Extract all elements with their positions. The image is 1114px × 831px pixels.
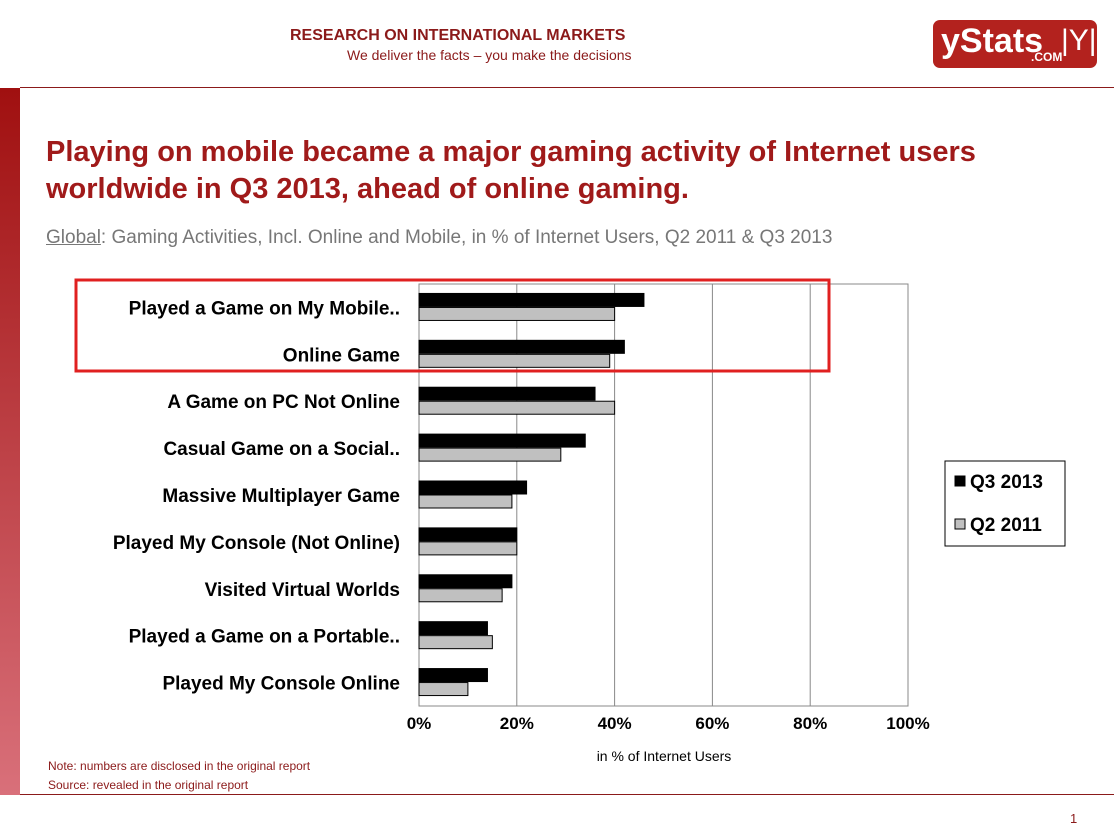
bar-q3-2013 <box>418 433 586 448</box>
bar-q2-2011 <box>418 306 616 321</box>
bar-q3-2013 <box>418 668 488 683</box>
header-divider <box>20 87 1114 88</box>
x-tick-label: 20% <box>500 714 534 733</box>
bar-q3-2013 <box>418 574 513 589</box>
highlight-box <box>74 278 831 373</box>
category-label: Played a Game on My Mobile.. <box>129 298 400 319</box>
category-label: Visited Virtual Worlds <box>205 580 400 601</box>
category-label: A Game on PC Not Online <box>167 392 400 413</box>
bar-q2-2011 <box>418 447 562 462</box>
bar-q3-2013 <box>418 480 528 495</box>
legend-swatch <box>954 518 966 530</box>
bar-q3-2013 <box>418 292 645 307</box>
note: Note: numbers are disclosed in the origi… <box>48 759 311 773</box>
category-label: Played a Game on a Portable.. <box>129 627 400 648</box>
x-tick-label: 40% <box>598 714 632 733</box>
bar-q2-2011 <box>418 400 616 415</box>
ystats-logo: yStats .COM |Y| <box>933 20 1097 68</box>
category-label: Casual Game on a Social.. <box>163 439 400 460</box>
x-tick-label: 0% <box>407 714 432 733</box>
footer-divider <box>20 794 1114 795</box>
page-number: 1 <box>1070 811 1078 826</box>
x-axis-label: in % of Internet Users <box>597 748 732 764</box>
bar-q2-2011 <box>418 541 518 556</box>
legend-label: Q2 2011 <box>970 515 1042 536</box>
category-label: Massive Multiplayer Game <box>162 486 400 507</box>
title-line-2: worldwide in Q3 2013, ahead of online ga… <box>46 173 689 205</box>
category-label: Online Game <box>283 345 400 366</box>
x-tick-label: 60% <box>695 714 729 733</box>
x-tick-label: 100% <box>886 714 929 733</box>
source: Source: revealed in the original report <box>48 778 249 792</box>
title-line-1: Playing on mobile became a major gaming … <box>46 136 976 168</box>
subtitle-text: : Gaming Activities, Incl. Online and Mo… <box>100 227 833 248</box>
category-label: Played My Console (Not Online) <box>113 533 400 554</box>
slide-title: Playing on mobile became a major gaming … <box>46 134 976 208</box>
x-tick-label: 80% <box>793 714 827 733</box>
bar-q2-2011 <box>418 588 503 603</box>
legend-label: Q3 2013 <box>970 472 1043 493</box>
subtitle-region: Global <box>46 227 101 248</box>
bar-q3-2013 <box>418 386 596 401</box>
bar-q2-2011 <box>418 494 513 509</box>
category-label: Played My Console Online <box>162 674 400 695</box>
left-accent-bar <box>0 88 20 795</box>
header-tagline: We deliver the facts – you make the deci… <box>347 47 632 63</box>
bar-q3-2013 <box>418 527 518 542</box>
legend-swatch <box>954 475 966 487</box>
bar-q2-2011 <box>418 682 469 697</box>
bar-q2-2011 <box>418 635 493 650</box>
bar-q2-2011 <box>418 353 611 368</box>
bar-q3-2013 <box>418 339 625 354</box>
legend <box>944 460 1066 547</box>
bar-q3-2013 <box>418 621 488 636</box>
header-title: RESEARCH ON INTERNATIONAL MARKETS <box>290 27 626 44</box>
slide-subtitle: Global: Gaming Activities, Incl. Online … <box>46 227 832 249</box>
